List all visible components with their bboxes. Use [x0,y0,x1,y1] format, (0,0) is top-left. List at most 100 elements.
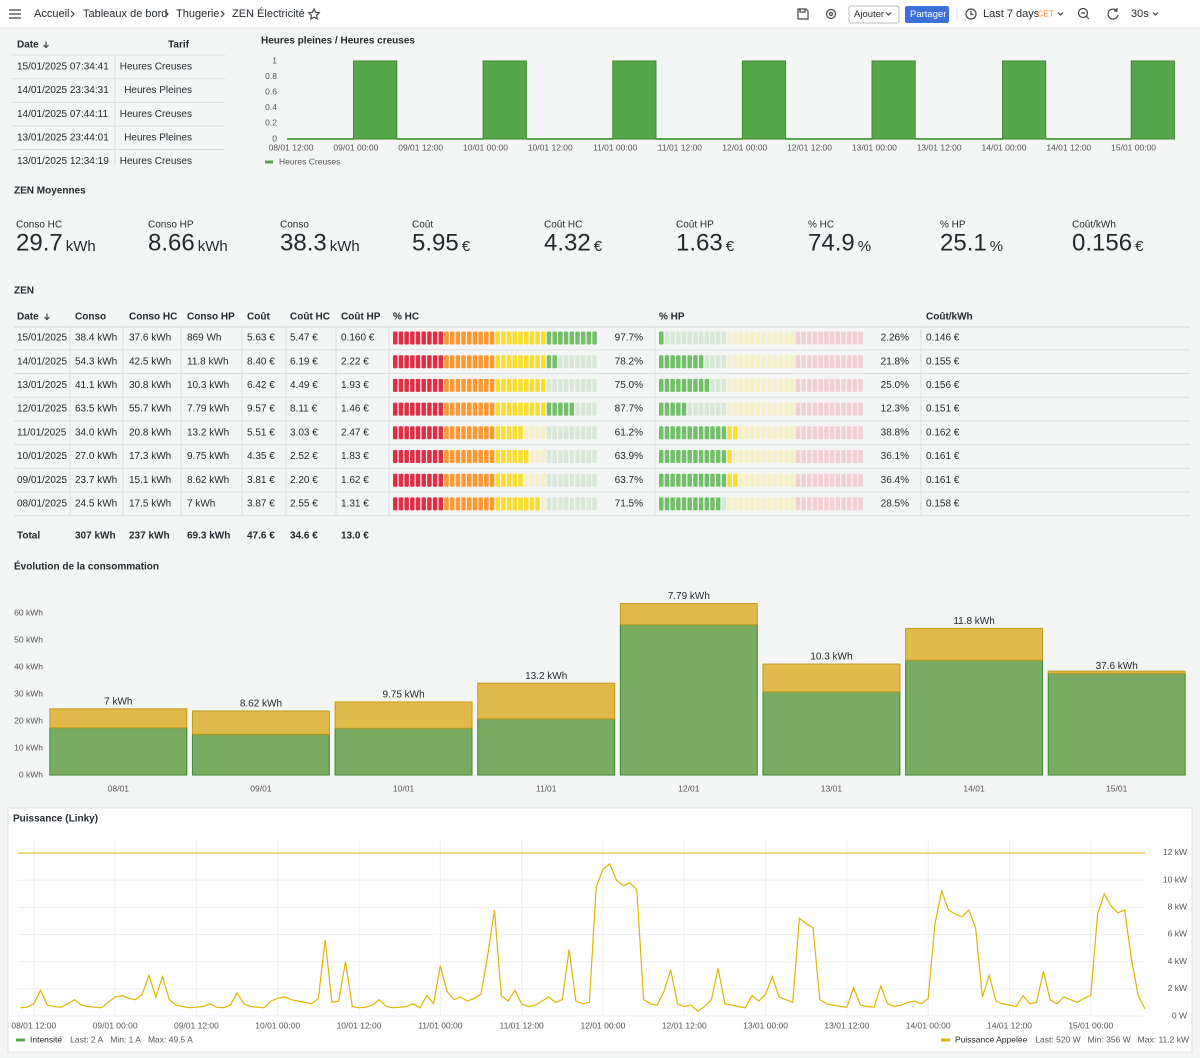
gauge-cell [767,331,772,345]
gauge-cell [415,426,421,440]
gauge-cell [421,402,426,416]
stat-value: 5.95 [412,229,459,256]
menu-icon[interactable] [9,9,21,19]
gauge-cell [427,355,432,369]
gauge-cell [693,402,698,416]
star-icon[interactable] [307,7,321,20]
gauge-cell [761,355,766,369]
refresh-interval[interactable]: 30s [1131,8,1149,20]
gauge-cell [733,331,738,345]
gauge-cell [721,355,727,369]
gauge-cell [795,331,801,345]
gauge-cell [586,331,592,345]
cell: 0.161 € [926,475,960,486]
gauge-cell [586,426,592,440]
gauge-cell [586,378,592,392]
gauge-cell [478,331,483,345]
bar-segment [49,727,188,776]
gauge-cell [727,426,732,440]
cell: 42.5 kWh [129,356,171,367]
gauge-cell [580,473,586,487]
gauge-cell [558,331,563,345]
gauge-cell [569,355,575,369]
zoom-out-icon[interactable] [1077,7,1089,19]
x-tick-label: 12/01 00:00 [722,142,767,152]
gauge-cell [761,426,766,440]
gauge-cell [484,473,489,487]
gauge-cell [404,473,409,487]
gauge-cell [444,355,449,369]
share-button[interactable] [905,6,949,23]
gauge-cell [546,378,552,392]
gauge-cell [455,378,461,392]
breadcrumb[interactable]: Accueil [34,8,69,20]
gauge-cell [789,355,795,369]
gauge-cell [523,402,529,416]
cell: 11/01/2025 [17,427,67,438]
refresh-icon[interactable] [1107,8,1119,20]
gauge-cell [529,426,535,440]
gauge-cell [670,355,675,369]
gauge-cell [829,402,835,416]
gauge-cell [795,450,801,463]
panel-title: ZEN [14,286,34,297]
gauge-cell [535,402,540,416]
gauge-cell [744,355,749,369]
time-range[interactable]: Last 7 days [983,8,1040,20]
save-icon[interactable] [797,8,809,20]
cell: 1.62 € [341,475,369,486]
gauge-cell [693,378,698,392]
total-cell: Total [17,531,40,542]
timezone[interactable]: CET [1037,8,1054,18]
x-tick-label: 11/01 00:00 [593,142,638,152]
gauge-cell [693,450,698,463]
gauge-cell [449,331,455,345]
gauge-cell [438,450,444,463]
gauge-cell [586,402,592,416]
cell: 1.83 € [341,451,369,462]
gauge-cell [772,355,778,369]
x-tick-label: 13/01 [821,783,843,793]
gauge-cell [592,473,597,487]
y-tick-label: 2 kW [1168,983,1187,993]
gauge-cell [659,355,664,369]
gauge-cell [772,426,778,440]
share-button-label[interactable]: Partager [910,9,946,20]
add-button[interactable] [848,5,900,24]
settings-icon[interactable] [825,8,837,20]
cell: 54.3 kWh [75,356,117,367]
stat-unit: kWh [330,238,360,255]
cell: 0.160 € [341,333,375,344]
gauge-cell [721,450,727,463]
gauge-cell [715,355,721,369]
gauge-cell [410,450,415,463]
gauge-cell [421,450,426,463]
gauge-cell [784,426,789,440]
gauge-cell [698,355,704,369]
gauge-cell [484,402,489,416]
gauge-cell [592,402,597,416]
gauge-cell [501,497,506,511]
cell: 10/01/2025 [17,451,67,462]
gauge-cell [472,331,478,345]
gauge-cell [558,450,563,463]
cell: 0.158 € [926,499,960,510]
gauge-cell [664,497,670,511]
gauge-cell [676,426,681,440]
add-button-label[interactable]: Ajouter [854,9,884,20]
clock-hands [970,11,974,16]
gauge-cell [415,473,421,487]
gauge-cell [750,378,755,392]
x-tick-label: 13/01 00:00 [852,142,897,152]
breadcrumb[interactable]: Thugerie [176,8,219,20]
gauge-cell [852,331,858,345]
y-tick-label: 1 [272,55,277,65]
cell: 3.03 € [290,427,318,438]
gauge-cell [410,497,415,511]
column-header: Coût HC [290,312,330,323]
stat-unit: € [726,238,735,255]
step-block [482,60,527,140]
breadcrumb[interactable]: Tableaux de bord [83,8,167,20]
gauge-cell [841,473,846,487]
